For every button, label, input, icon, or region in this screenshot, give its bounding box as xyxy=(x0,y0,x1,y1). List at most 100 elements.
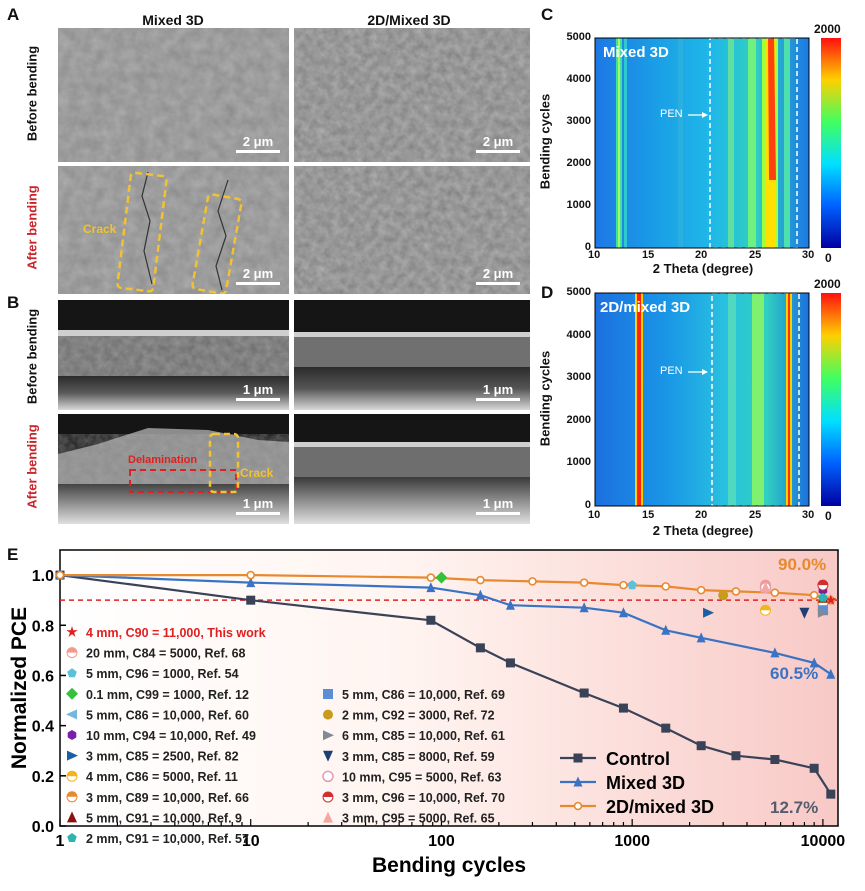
legend-label: 20 mm, C84 = 5000, Ref. 68 xyxy=(86,647,246,661)
marker-part xyxy=(817,580,828,586)
legend-label: 5 mm, C91 = 10,000, Ref. 9 xyxy=(86,811,242,825)
tick-label: 0 xyxy=(584,241,591,253)
data-point xyxy=(696,741,706,751)
tick-label: 5000 xyxy=(566,286,591,298)
xrd-heatmap-2dmixed3d: 2D/mixed 3D PEN 2000 0 Bending cycles 2 … xyxy=(538,277,863,543)
annotation-label: 12.7% xyxy=(770,798,818,817)
scale-bar: 2 μm xyxy=(476,266,520,285)
data-point xyxy=(770,647,780,658)
panel-a-label: A xyxy=(7,5,20,24)
colorbar-min: 0 xyxy=(825,509,832,523)
marker-part xyxy=(67,791,77,797)
data-point xyxy=(770,588,780,597)
data-point xyxy=(826,789,836,799)
reference-point xyxy=(627,580,637,590)
data-point xyxy=(475,643,485,653)
heatmap-title: 2D/mixed 3D xyxy=(600,299,691,316)
data-point xyxy=(618,607,628,618)
data-point xyxy=(55,570,65,580)
tick-label: 3000 xyxy=(566,115,591,127)
tick-label: 25 xyxy=(749,509,762,521)
legend-label: 3 mm, C85 = 8000, Ref. 59 xyxy=(342,750,495,764)
annotation-label: 60.5% xyxy=(770,664,818,683)
panel-e-label: E xyxy=(7,545,19,564)
annotation-label: 90.0% xyxy=(778,555,826,574)
data-point xyxy=(426,573,436,582)
legend-marker xyxy=(66,687,78,700)
x-tick-label: 1000 xyxy=(614,833,650,850)
xrd-heatmap-mixed3d: Mixed 3D PEN 2000 0 Bending cycles 2 The… xyxy=(537,22,863,276)
y-axis-label: Normalized PCE xyxy=(8,607,31,769)
data-point xyxy=(246,577,256,588)
x-axis-label: 2 Theta (degree) xyxy=(652,261,754,276)
legend-label: 10 mm, C95 = 5000, Ref. 63 xyxy=(342,770,502,784)
y-tick-label: 0.2 xyxy=(32,769,54,786)
reference-point xyxy=(825,594,837,605)
legend-label: 2 mm, C92 = 3000, Ref. 72 xyxy=(342,709,495,723)
legend-marker xyxy=(67,668,77,678)
legend-marker xyxy=(323,709,333,720)
tick-label: 5000 xyxy=(566,31,591,43)
legend-marker xyxy=(573,776,583,787)
legend-label: 3 mm, C95 = 5000, Ref. 65 xyxy=(342,812,495,826)
legend-marker xyxy=(322,791,334,803)
legend-label: 3 mm, C89 = 10,000, Ref. 66 xyxy=(86,791,249,805)
legend-marker xyxy=(67,833,77,842)
data-point xyxy=(426,582,436,593)
legend-marker xyxy=(323,730,334,741)
reference-point xyxy=(818,592,828,602)
legend-label: 5 mm, C86 = 10,000, Ref. 69 xyxy=(342,688,505,702)
tick-label: 10 xyxy=(588,249,601,261)
tick-label: 0 xyxy=(584,499,591,511)
data-point xyxy=(476,575,485,585)
tick-label: 4000 xyxy=(566,73,591,85)
series-line-mixed-3d xyxy=(59,574,832,676)
legend-label: 3 mm, C85 = 2500, Ref. 82 xyxy=(86,750,239,764)
data-point xyxy=(696,632,706,643)
scale-bar: 2 μm xyxy=(236,134,280,153)
legend-label: 2 mm, C91 = 10,000, Ref. 57 xyxy=(86,832,249,846)
tick-label: 1000 xyxy=(566,199,591,211)
legend-marker xyxy=(67,750,78,761)
data-point xyxy=(661,723,671,733)
x-axis-label: Bending cycles xyxy=(372,854,526,877)
reference-point xyxy=(435,571,448,584)
data-point xyxy=(696,585,706,595)
y-tick-label: 1.0 xyxy=(32,568,54,585)
xsec-2dmixed-before: 1 μm xyxy=(294,300,530,410)
marker-part xyxy=(323,792,333,797)
legend-marker xyxy=(66,709,77,720)
pce-chart: 0.0 0.2 0.4 0.6 0.8 1.0 1 10 100 1000 10000 Bending… xyxy=(0,540,865,886)
legend-marker xyxy=(66,647,78,659)
tick-label: 20 xyxy=(695,249,708,261)
legend-marker xyxy=(573,753,583,763)
delamination-label: Delamination xyxy=(128,454,198,466)
legend-series-label: Mixed 3D xyxy=(606,773,685,793)
xsec-2dmixed-after: 1 μm xyxy=(294,414,530,524)
legend-marker xyxy=(323,750,333,762)
legend-marker xyxy=(66,626,78,637)
legend-label: 3 mm, C96 = 10,000, Ref. 70 xyxy=(342,791,505,805)
crack-label: Crack xyxy=(83,222,117,236)
data-point xyxy=(505,599,515,610)
legend-marker xyxy=(66,770,78,782)
tick-label: 3000 xyxy=(566,371,591,383)
data-point xyxy=(619,580,628,590)
tick-label: 25 xyxy=(749,249,762,261)
scale-bar: 2 μm xyxy=(236,266,280,285)
y-tick-label: 0.8 xyxy=(32,618,54,635)
panel-a-row2-label: After bending xyxy=(24,185,40,270)
data-point xyxy=(246,570,256,580)
panel-c-label: C xyxy=(541,5,554,24)
panel-b-row2-label: After bending xyxy=(24,424,40,509)
y-axis-label: Bending cycles xyxy=(537,93,553,190)
data-point xyxy=(661,582,671,591)
data-point xyxy=(475,589,485,600)
scale-bar: 1 μm xyxy=(476,496,520,515)
reference-point xyxy=(759,604,771,616)
legend-label: 10 mm, C94 = 10,000, Ref. 49 xyxy=(86,729,256,743)
panel-b-label: B xyxy=(7,293,20,312)
tick-label: 2000 xyxy=(566,414,591,426)
legend-marker xyxy=(322,770,334,783)
pen-label: PEN xyxy=(660,365,683,377)
